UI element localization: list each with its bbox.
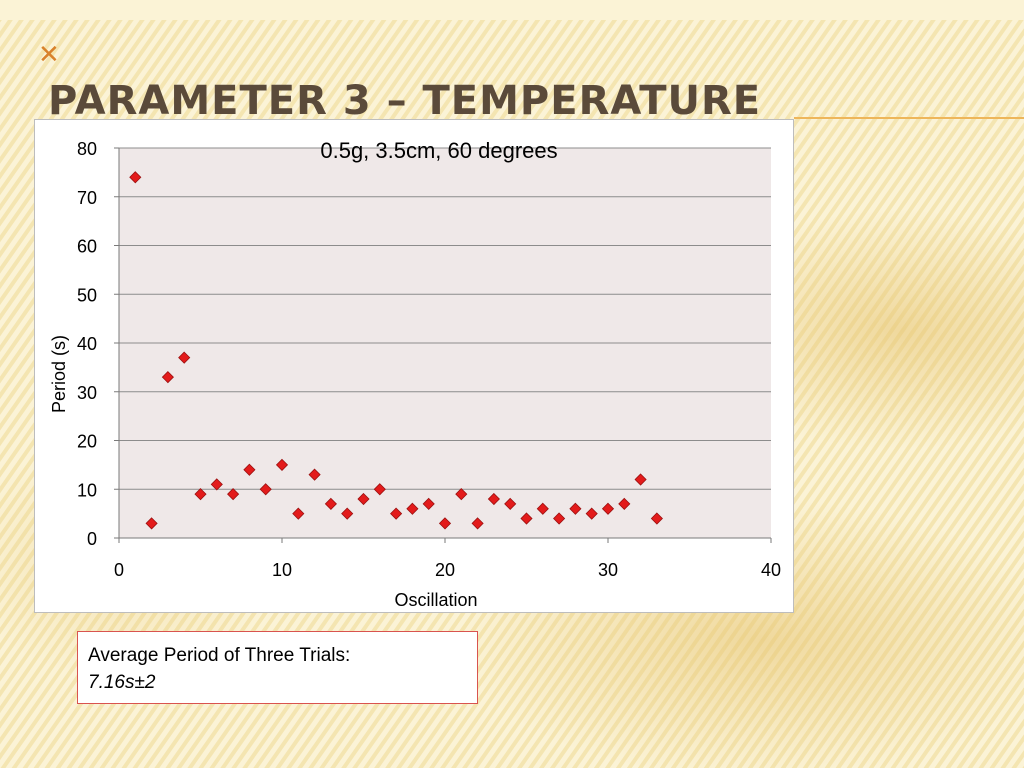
y-tick-label: 60 xyxy=(77,237,97,257)
data-point xyxy=(650,512,663,525)
y-tick-label: 30 xyxy=(77,383,97,403)
data-point xyxy=(406,502,419,515)
data-points xyxy=(129,171,663,530)
y-tick-label: 10 xyxy=(77,480,97,500)
data-point xyxy=(243,463,256,476)
data-point xyxy=(471,517,484,530)
y-axis-label: Period (s) xyxy=(49,335,69,413)
data-point xyxy=(227,488,240,501)
data-point xyxy=(569,502,582,515)
chart-container: 0 10 20 30 40 50 60 70 80 0 10 20 30 40 0.5g, 3.5cm,… xyxy=(34,119,794,613)
average-period-note: Average Period of Three Trials: 7.16s±2 xyxy=(77,631,478,704)
data-point xyxy=(422,497,435,510)
y-tick-label: 40 xyxy=(77,334,97,354)
data-point xyxy=(145,517,158,530)
data-point xyxy=(129,171,142,184)
title-divider xyxy=(794,117,1024,119)
data-point xyxy=(292,507,305,520)
data-point xyxy=(178,351,191,364)
note-label: Average Period of Three Trials: xyxy=(88,645,351,666)
data-point xyxy=(308,468,321,481)
data-point xyxy=(161,371,174,384)
data-point xyxy=(553,512,566,525)
x-tick-label: 30 xyxy=(598,560,618,580)
data-point xyxy=(194,488,207,501)
data-point xyxy=(275,458,289,471)
data-point xyxy=(324,497,337,510)
data-point xyxy=(504,497,517,510)
data-point xyxy=(487,492,500,506)
logo-x-icon: ✕ xyxy=(38,40,60,70)
y-tick-label: 0 xyxy=(87,529,97,549)
data-point xyxy=(520,512,533,525)
data-point xyxy=(210,478,223,491)
data-point xyxy=(357,492,370,506)
data-point xyxy=(259,483,272,496)
x-tick-label: 10 xyxy=(272,560,292,580)
x-tick-label: 20 xyxy=(435,560,455,580)
y-tick-label: 20 xyxy=(77,432,97,452)
data-point xyxy=(455,488,468,501)
data-point xyxy=(438,517,452,530)
y-tick-label: 50 xyxy=(77,285,97,305)
chart-title: 0.5g, 3.5cm, 60 degrees xyxy=(320,138,557,163)
scatter-chart: 0 10 20 30 40 50 60 70 80 0 10 20 30 40 0.5g, 3.5cm,… xyxy=(49,138,781,610)
data-point xyxy=(601,502,615,515)
data-point xyxy=(618,497,631,510)
note-value: 7.16s±2 xyxy=(88,672,156,693)
slide-title: PARAMETER 3 – TEMPERATURE xyxy=(48,78,762,124)
data-point xyxy=(585,507,598,520)
data-point xyxy=(390,507,403,520)
x-tick-label: 40 xyxy=(761,560,781,580)
y-tick-label: 80 xyxy=(77,139,97,159)
data-point xyxy=(373,483,386,496)
y-tick-label: 70 xyxy=(77,188,97,208)
data-point xyxy=(634,473,647,486)
data-point xyxy=(536,502,549,515)
x-axis-ticks: 0 10 20 30 40 xyxy=(114,537,781,580)
data-point xyxy=(341,507,354,520)
x-tick-label: 0 xyxy=(114,560,124,580)
y-axis-ticks: 0 10 20 30 40 50 60 70 80 xyxy=(77,139,120,549)
x-axis-label: Oscillation xyxy=(394,590,477,610)
